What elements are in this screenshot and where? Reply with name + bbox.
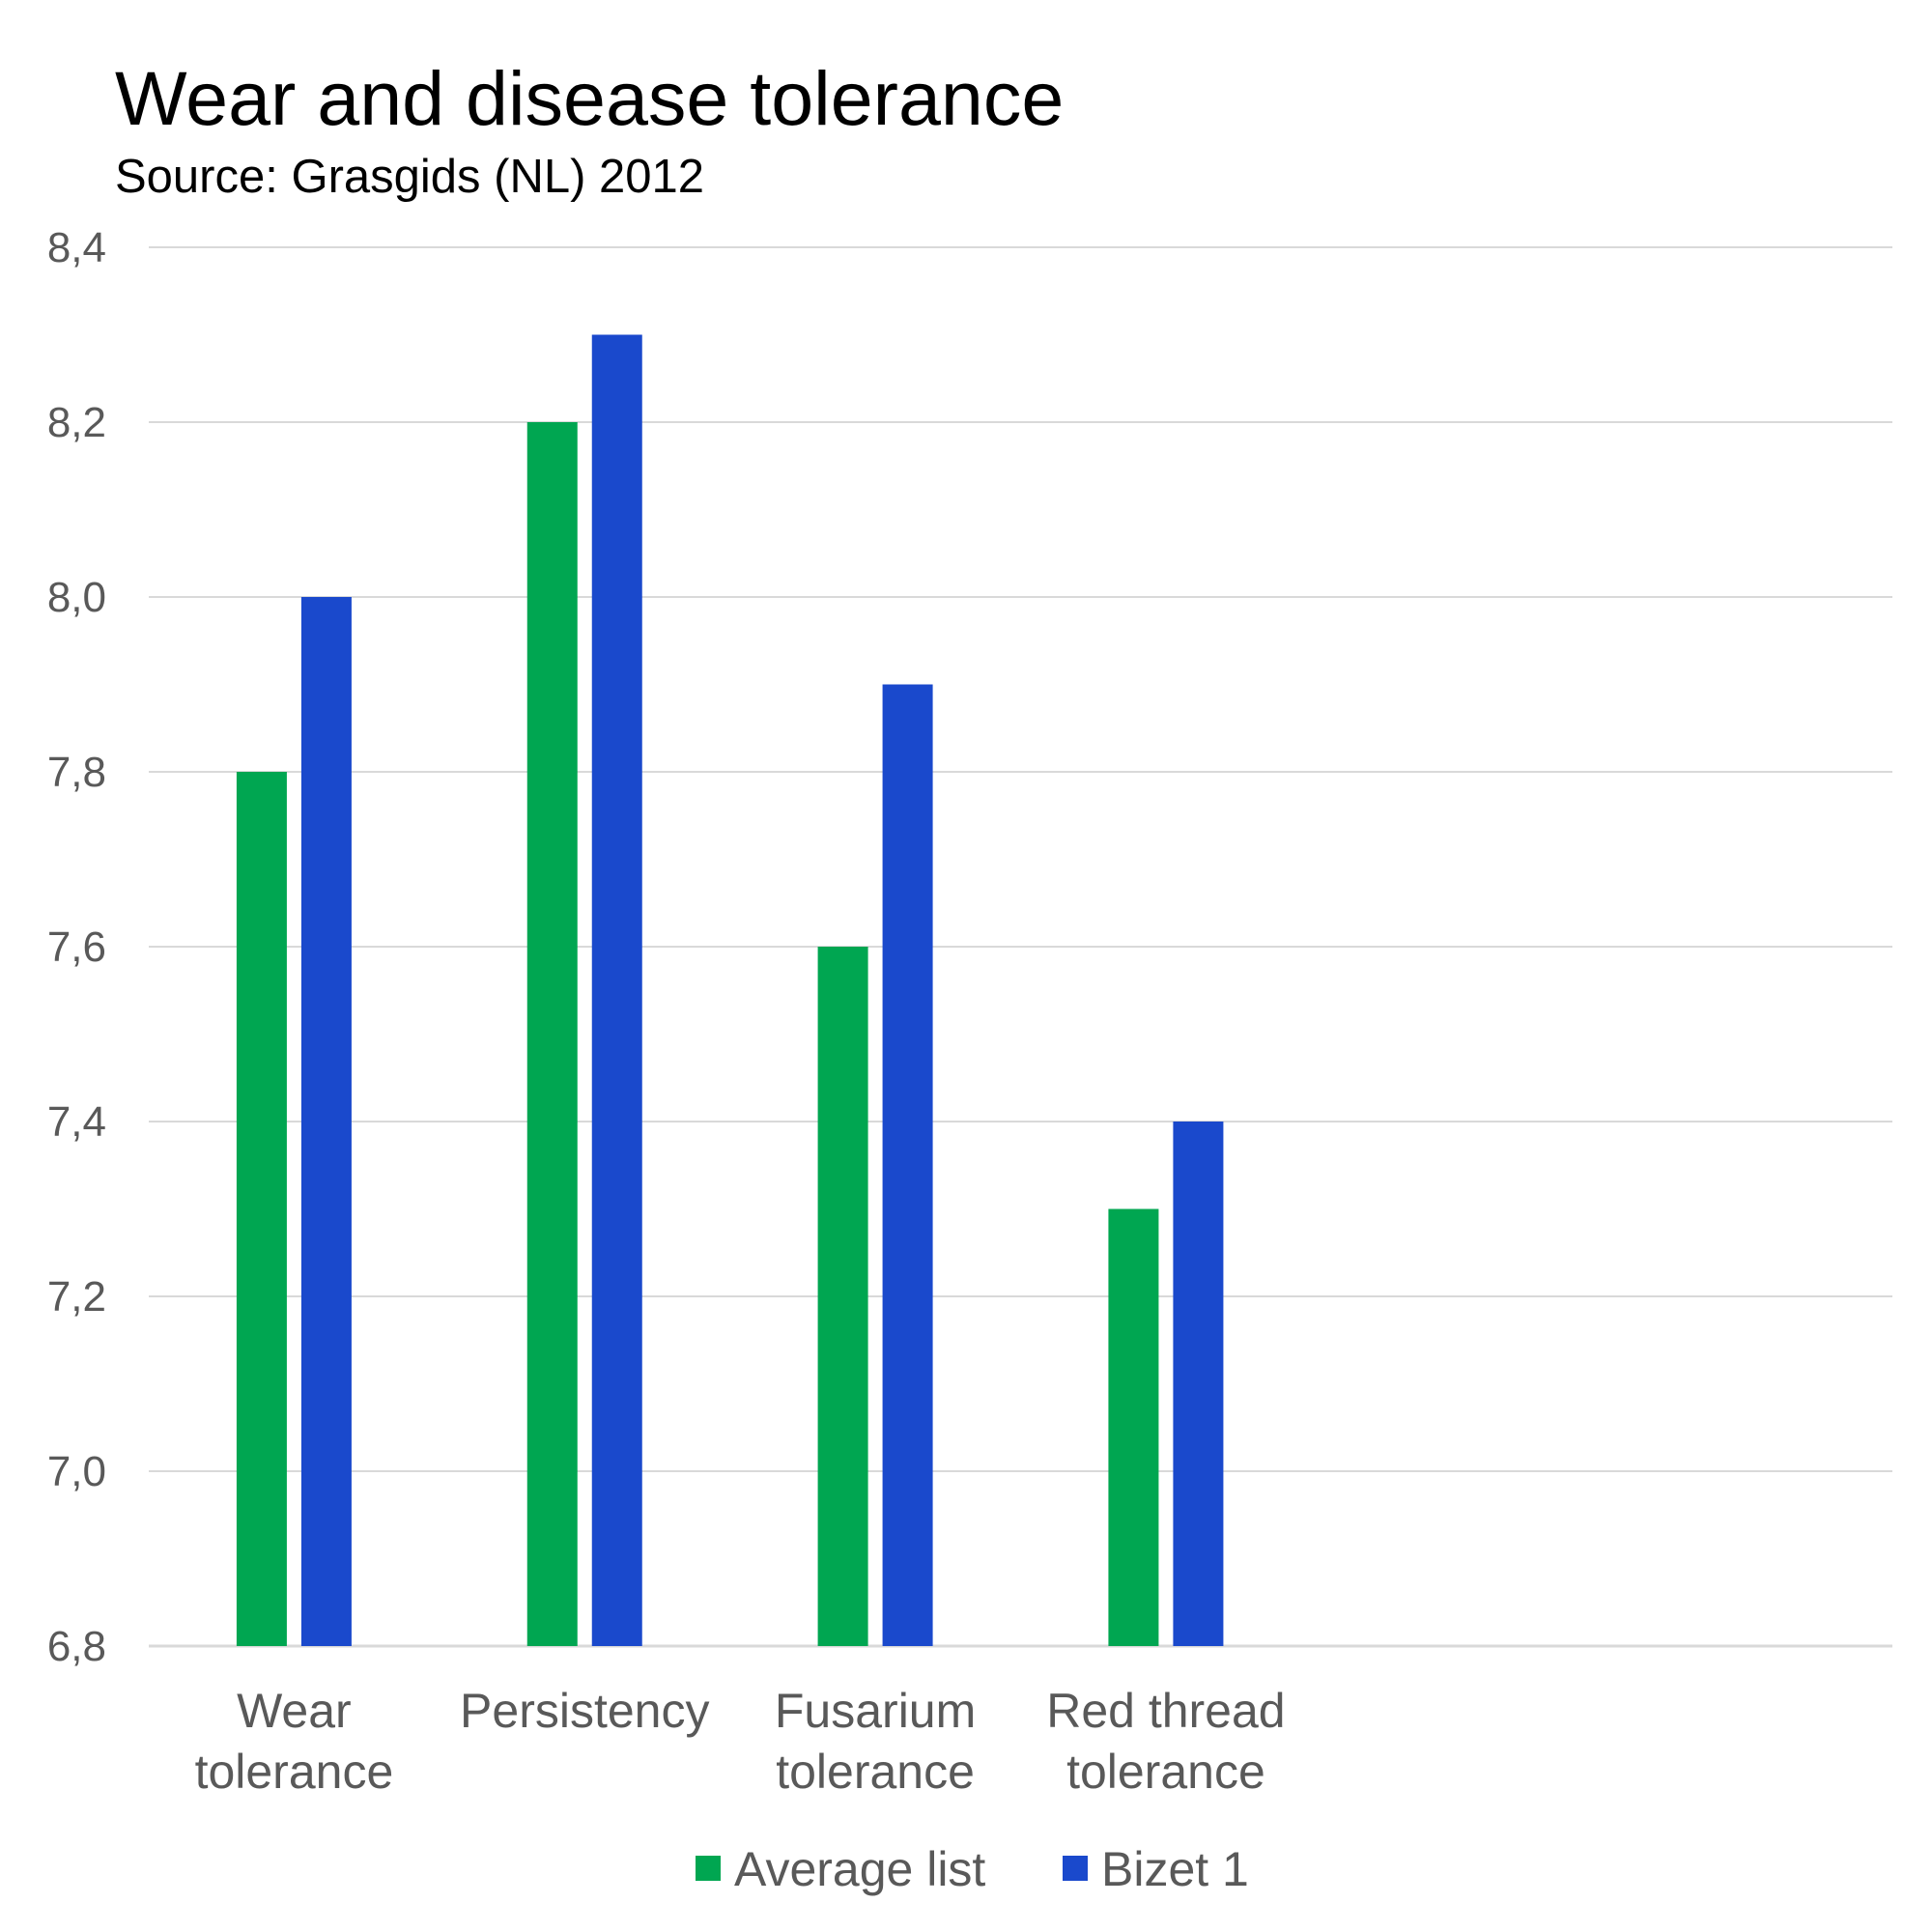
bar-average-list [817, 947, 868, 1646]
legend-swatch [1063, 1856, 1088, 1881]
bar-average-list [526, 422, 578, 1646]
legend-label: Bizet 1 [1101, 1842, 1249, 1896]
x-category-label: Persistency [460, 1684, 709, 1738]
y-tick-label: 8,4 [47, 224, 106, 271]
x-category-label: Fusarium [775, 1684, 976, 1738]
y-tick-label: 7,0 [47, 1448, 106, 1495]
x-category-label: tolerance [1066, 1745, 1265, 1799]
legend-label: Average list [734, 1842, 985, 1896]
y-tick-label: 8,2 [47, 399, 106, 446]
x-category-label: tolerance [195, 1745, 394, 1799]
bar-average-list [236, 772, 287, 1646]
y-tick-label: 7,6 [47, 923, 106, 971]
bar-bizet-1 [882, 684, 933, 1646]
y-tick-label: 7,4 [47, 1098, 106, 1146]
chart-title: Wear and disease tolerance [115, 55, 1065, 141]
bar-average-list [1108, 1208, 1159, 1646]
y-tick-label: 6,8 [47, 1623, 106, 1670]
legend-swatch [696, 1856, 721, 1881]
chart-subtitle: Source: Grasgids (NL) 2012 [115, 151, 705, 203]
x-category-label: tolerance [776, 1745, 975, 1799]
bar-bizet-1 [591, 334, 642, 1646]
bar-bizet-1 [1173, 1122, 1224, 1646]
y-tick-label: 7,8 [47, 749, 106, 796]
y-tick-label: 8,0 [47, 574, 106, 621]
bar-bizet-1 [300, 597, 352, 1646]
y-tick-label: 7,2 [47, 1273, 106, 1321]
x-category-label: Red thread [1046, 1684, 1285, 1738]
x-category-label: Wear [237, 1684, 352, 1738]
